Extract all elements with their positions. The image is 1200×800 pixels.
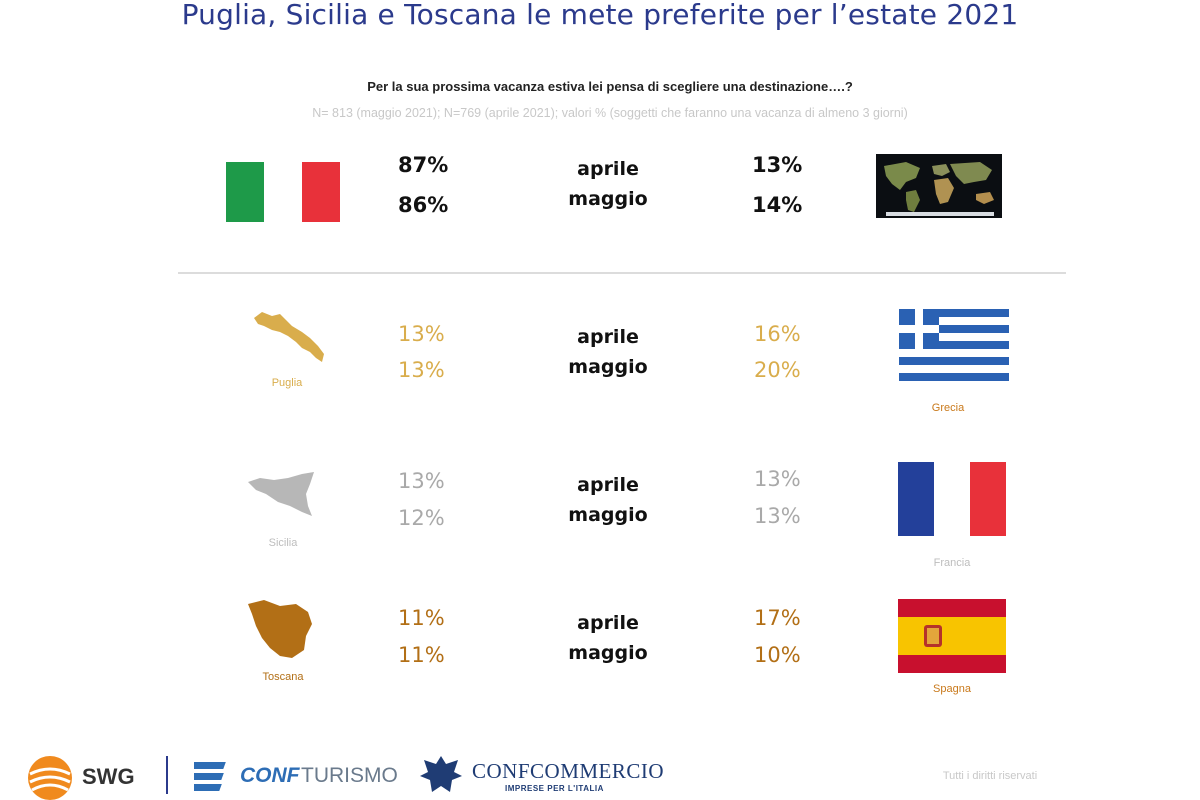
confcommercio-eagle-icon	[420, 756, 462, 792]
italy-may-value: 86%	[398, 193, 449, 217]
spain-flag-icon	[898, 599, 1006, 673]
section-divider	[178, 272, 1066, 274]
sicilia-april-value: 13%	[398, 469, 445, 493]
puglia-label: Puglia	[271, 377, 303, 389]
francia-label: Francia	[933, 557, 971, 569]
page-title: Puglia, Sicilia e Toscana le mete prefer…	[181, 0, 1019, 31]
confturismo-logo-text-turismo: TURISMO	[301, 764, 398, 787]
confcommercio-logo-text: CONFCOMMERCIO	[472, 759, 665, 783]
month-april: aprile	[577, 474, 639, 496]
month-april: aprile	[577, 158, 639, 180]
grecia-label: Grecia	[931, 402, 965, 414]
confcommercio-logo-subtext: IMPRESE PER L'ITALIA	[505, 784, 604, 793]
confturismo-logo-text-conf: CONF	[240, 764, 300, 787]
puglia-map-icon	[254, 312, 324, 362]
francia-may-value: 13%	[754, 504, 801, 528]
toscana-label: Toscana	[262, 671, 304, 683]
sicilia-may-value: 12%	[398, 506, 445, 530]
grecia-may-value: 20%	[754, 358, 801, 382]
grecia-april-value: 16%	[754, 322, 801, 346]
logo-separator	[166, 756, 168, 794]
italy-flag-icon	[226, 162, 340, 222]
survey-question: Per la sua prossima vacanza estiva lei p…	[367, 79, 853, 94]
swg-logo-icon	[28, 756, 72, 800]
spagna-may-value: 10%	[754, 643, 801, 667]
sample-note: N= 813 (maggio 2021); N=769 (aprile 2021…	[312, 106, 908, 120]
sicilia-map-icon	[248, 472, 314, 516]
month-april: aprile	[577, 612, 639, 634]
toscana-map-icon	[248, 600, 312, 658]
sicilia-label: Sicilia	[268, 537, 298, 549]
month-may: maggio	[568, 504, 648, 526]
world-map-icon	[876, 154, 1002, 218]
month-may: maggio	[568, 642, 648, 664]
abroad-april-value: 13%	[752, 153, 803, 177]
abroad-may-value: 14%	[752, 193, 803, 217]
france-flag-icon	[898, 462, 1006, 536]
confturismo-logo-icon	[194, 762, 226, 791]
swg-logo-text: SWG	[82, 764, 135, 789]
italy-april-value: 87%	[398, 153, 449, 177]
footer-rights: Tutti i diritti riservati	[942, 770, 1038, 782]
month-april: aprile	[577, 326, 639, 348]
toscana-april-value: 11%	[398, 606, 445, 630]
spagna-label: Spagna	[933, 683, 971, 695]
puglia-may-value: 13%	[398, 358, 445, 382]
toscana-may-value: 11%	[398, 643, 445, 667]
greece-flag-icon	[899, 309, 1009, 381]
month-may: maggio	[568, 188, 648, 210]
month-may: maggio	[568, 356, 648, 378]
puglia-april-value: 13%	[398, 322, 445, 346]
spagna-april-value: 17%	[754, 606, 801, 630]
francia-april-value: 13%	[754, 467, 801, 491]
